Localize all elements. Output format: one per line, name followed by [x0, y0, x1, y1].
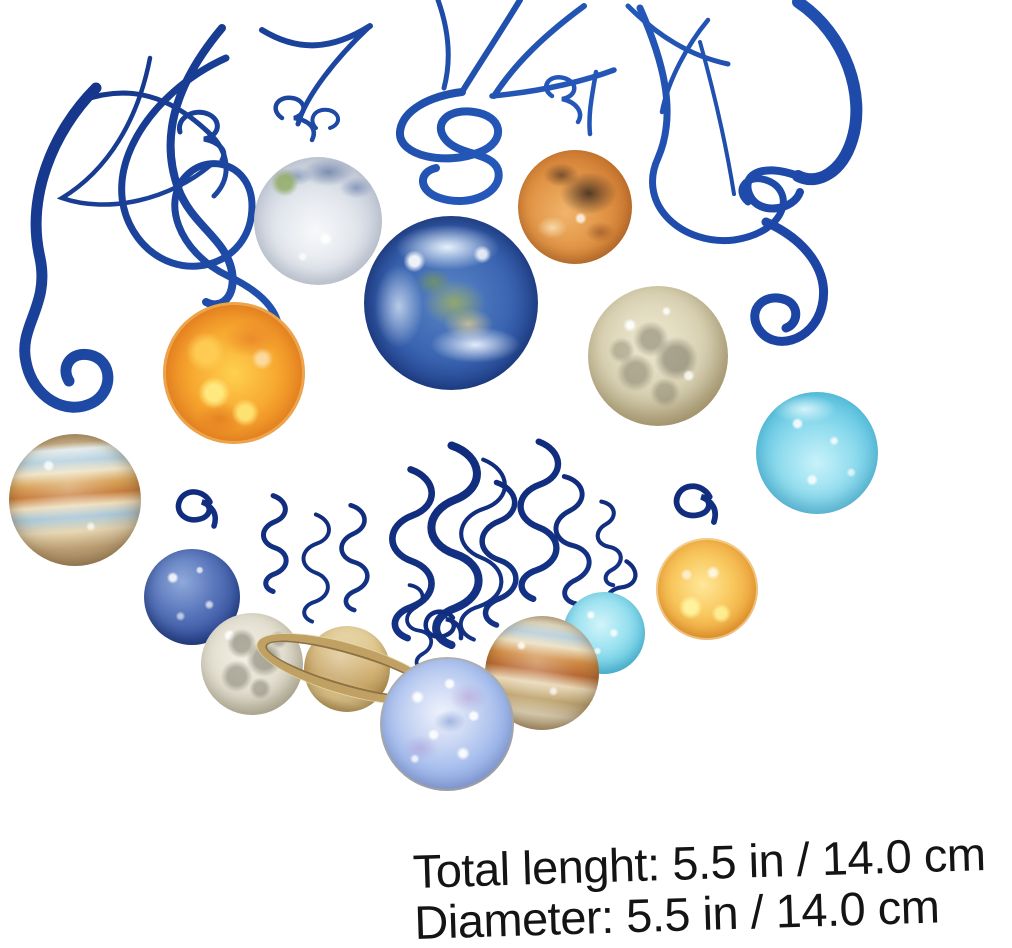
mercury-planet-sticker	[254, 157, 382, 285]
foil-swirl-center-left	[166, 24, 237, 309]
small-moon-sticker	[201, 613, 303, 715]
size-caption: Total lenght: 5.5 in / 14.0 cm Diameter:…	[412, 826, 1012, 948]
saturn-planet-sticker	[250, 619, 444, 719]
foil-swirl-top-right	[636, 0, 863, 346]
uranus-planet-sticker	[756, 392, 878, 514]
foil-swirl-zigzag	[259, 23, 373, 143]
sun-sticker	[163, 302, 305, 444]
foil-swirl-above-earth	[396, 0, 523, 206]
gold-sun-sticker	[656, 538, 758, 640]
glitter-planet-sticker	[380, 657, 514, 791]
mars-planet-sticker	[518, 150, 632, 264]
jupiter-planet-sticker	[9, 434, 141, 566]
foil-swirl-top-center	[489, 3, 731, 137]
moon-sticker	[588, 286, 728, 426]
foil-swirl-top-left	[19, 54, 283, 413]
saturn-globe	[304, 626, 390, 712]
earth-planet-sticker	[364, 216, 538, 390]
